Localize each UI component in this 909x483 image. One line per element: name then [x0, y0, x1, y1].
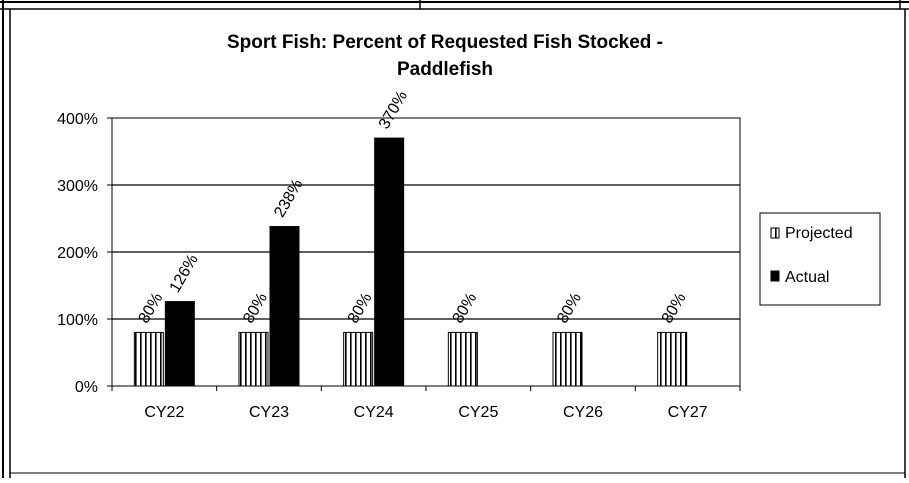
- y-tick-label: 400%: [57, 111, 98, 128]
- bar-actual: [374, 137, 405, 387]
- y-tick-label: 0%: [75, 379, 98, 396]
- bar-projected: [552, 331, 583, 387]
- y-tick-label: 300%: [57, 178, 98, 195]
- x-tick-label: CY25: [458, 404, 498, 421]
- legend-label-actual: Actual: [785, 269, 829, 286]
- legend-swatch-projected: [770, 227, 780, 239]
- legend-label-projected: Projected: [785, 225, 853, 242]
- legend-swatch-actual: [770, 270, 780, 282]
- x-tick-label: CY27: [668, 404, 708, 421]
- legend-box: [759, 212, 881, 306]
- x-tick-label: CY23: [249, 404, 289, 421]
- bar-actual: [164, 301, 195, 387]
- y-tick-label: 200%: [57, 245, 98, 262]
- y-tick-label: 100%: [57, 312, 98, 329]
- bar-actual: [269, 226, 300, 387]
- bar-projected: [447, 331, 478, 387]
- bar-projected: [343, 331, 374, 387]
- chart-title: Sport Fish: Percent of Requested Fish St…: [227, 32, 663, 53]
- bar-projected: [657, 331, 688, 387]
- x-tick-label: CY24: [354, 404, 394, 421]
- x-tick-label: CY26: [563, 404, 603, 421]
- legend: Projected Actual: [759, 212, 881, 306]
- bar-projected: [133, 331, 164, 387]
- x-tick-label: CY22: [144, 404, 184, 421]
- chart-subtitle: Paddlefish: [397, 59, 493, 80]
- bar-projected: [238, 331, 269, 387]
